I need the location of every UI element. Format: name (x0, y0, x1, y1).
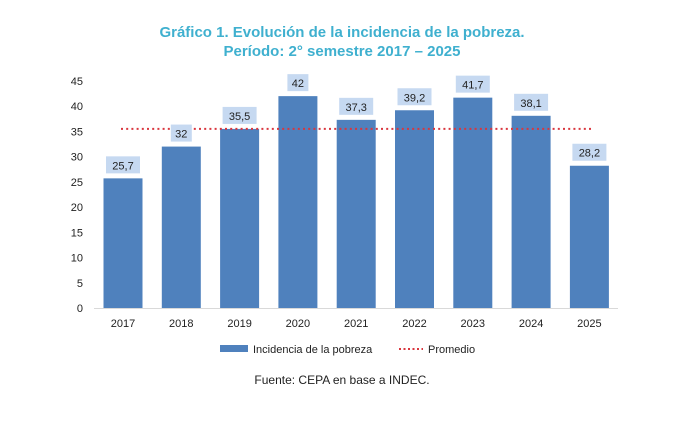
data-label-bg (514, 93, 549, 111)
bar-2017 (103, 178, 143, 308)
y-tick-label: 40 (71, 101, 83, 113)
data-label-bg (287, 74, 309, 92)
legend: Incidencia de la pobreza Promedio (220, 344, 475, 356)
x-tick-label: 2020 (286, 318, 310, 330)
data-label-bg (339, 97, 374, 115)
data-label-bg (455, 75, 490, 93)
y-tick-label: 10 (71, 253, 83, 265)
legend-swatch-bars (220, 345, 248, 352)
chart-title: Gráfico 1. Evolución de la incidencia de… (159, 24, 524, 41)
y-tick-label: 20 (71, 202, 83, 214)
legend-label-average: Promedio (428, 344, 475, 356)
source-note: Fuente: CEPA en base a INDEC. (254, 373, 429, 387)
x-tick-label: 2019 (227, 318, 251, 330)
data-label: 37,3 (345, 102, 366, 114)
data-label-bg (572, 143, 607, 161)
x-tick-label: 2021 (344, 318, 368, 330)
y-tick-label: 35 (71, 126, 83, 138)
bar-2020 (278, 96, 318, 308)
bar-2025 (569, 165, 609, 308)
data-label: 42 (292, 78, 304, 90)
x-tick-label: 2025 (577, 318, 601, 330)
bar-2023 (453, 97, 493, 308)
y-tick-label: 0 (77, 303, 83, 315)
data-label-bg (222, 106, 257, 124)
data-label-bg (170, 124, 192, 142)
x-tick-label: 2018 (169, 318, 193, 330)
data-label: 38,1 (520, 98, 541, 110)
y-tick-label: 45 (71, 76, 83, 88)
data-label: 25,7 (112, 160, 133, 172)
bar-2024 (511, 115, 551, 308)
y-tick-label: 15 (71, 227, 83, 239)
y-tick-label: 30 (71, 152, 83, 164)
bar-2022 (395, 110, 434, 308)
y-tick-label: 25 (71, 177, 83, 189)
data-label: 28,2 (579, 148, 600, 160)
bar-2019 (220, 128, 260, 308)
data-label: 35,5 (229, 111, 250, 123)
data-label-bg (397, 88, 432, 106)
x-tick-label: 2022 (402, 318, 426, 330)
x-tick-label: 2023 (461, 318, 485, 330)
data-label: 32 (175, 129, 187, 141)
chart-subtitle: Período: 2° semestre 2017 – 2025 (224, 43, 461, 60)
x-tick-label: 2024 (519, 318, 543, 330)
x-tick-label: 2017 (111, 318, 135, 330)
bar-2021 (336, 119, 376, 308)
data-label: 39,2 (404, 92, 425, 104)
y-tick-label: 5 (77, 278, 83, 290)
bar-2018 (161, 146, 201, 308)
data-label-bg (106, 156, 140, 174)
legend-label-bars: Incidencia de la pobreza (253, 344, 373, 356)
data-label: 41,7 (462, 80, 483, 92)
